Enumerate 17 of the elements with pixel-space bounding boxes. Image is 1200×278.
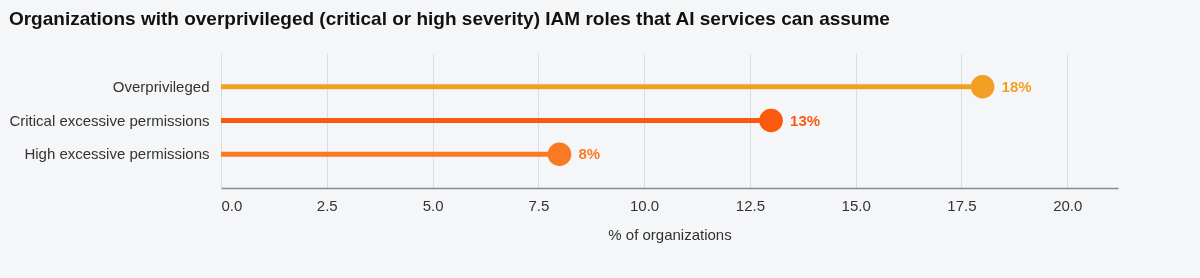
data-label: 18%: [1001, 77, 1032, 95]
x-tick-label: 0.0: [221, 196, 243, 214]
x-axis-title: % of organizations: [608, 225, 732, 243]
x-tick-label: 15.0: [841, 196, 871, 214]
chart-title: Organizations with overprivileged (critical or high severity) IAM roles that AI services can assume: [8, 8, 890, 29]
y-tick-label: High excessive permissions: [24, 145, 210, 163]
x-tick-label: 17.5: [947, 196, 977, 214]
data-label: 13%: [790, 111, 821, 129]
x-tick-label: 2.5: [316, 196, 338, 214]
x-tick-label: 5.0: [422, 196, 444, 214]
x-tick-label: 7.5: [528, 196, 550, 214]
x-tick-label: 20.0: [1053, 196, 1083, 214]
x-tick-label: 12.5: [735, 196, 765, 214]
data-label: 8%: [578, 145, 601, 163]
y-tick-label: Critical excessive permissions: [9, 111, 210, 129]
x-tick-label: 10.0: [630, 196, 660, 214]
y-tick-label: Overprivileged: [112, 77, 210, 95]
